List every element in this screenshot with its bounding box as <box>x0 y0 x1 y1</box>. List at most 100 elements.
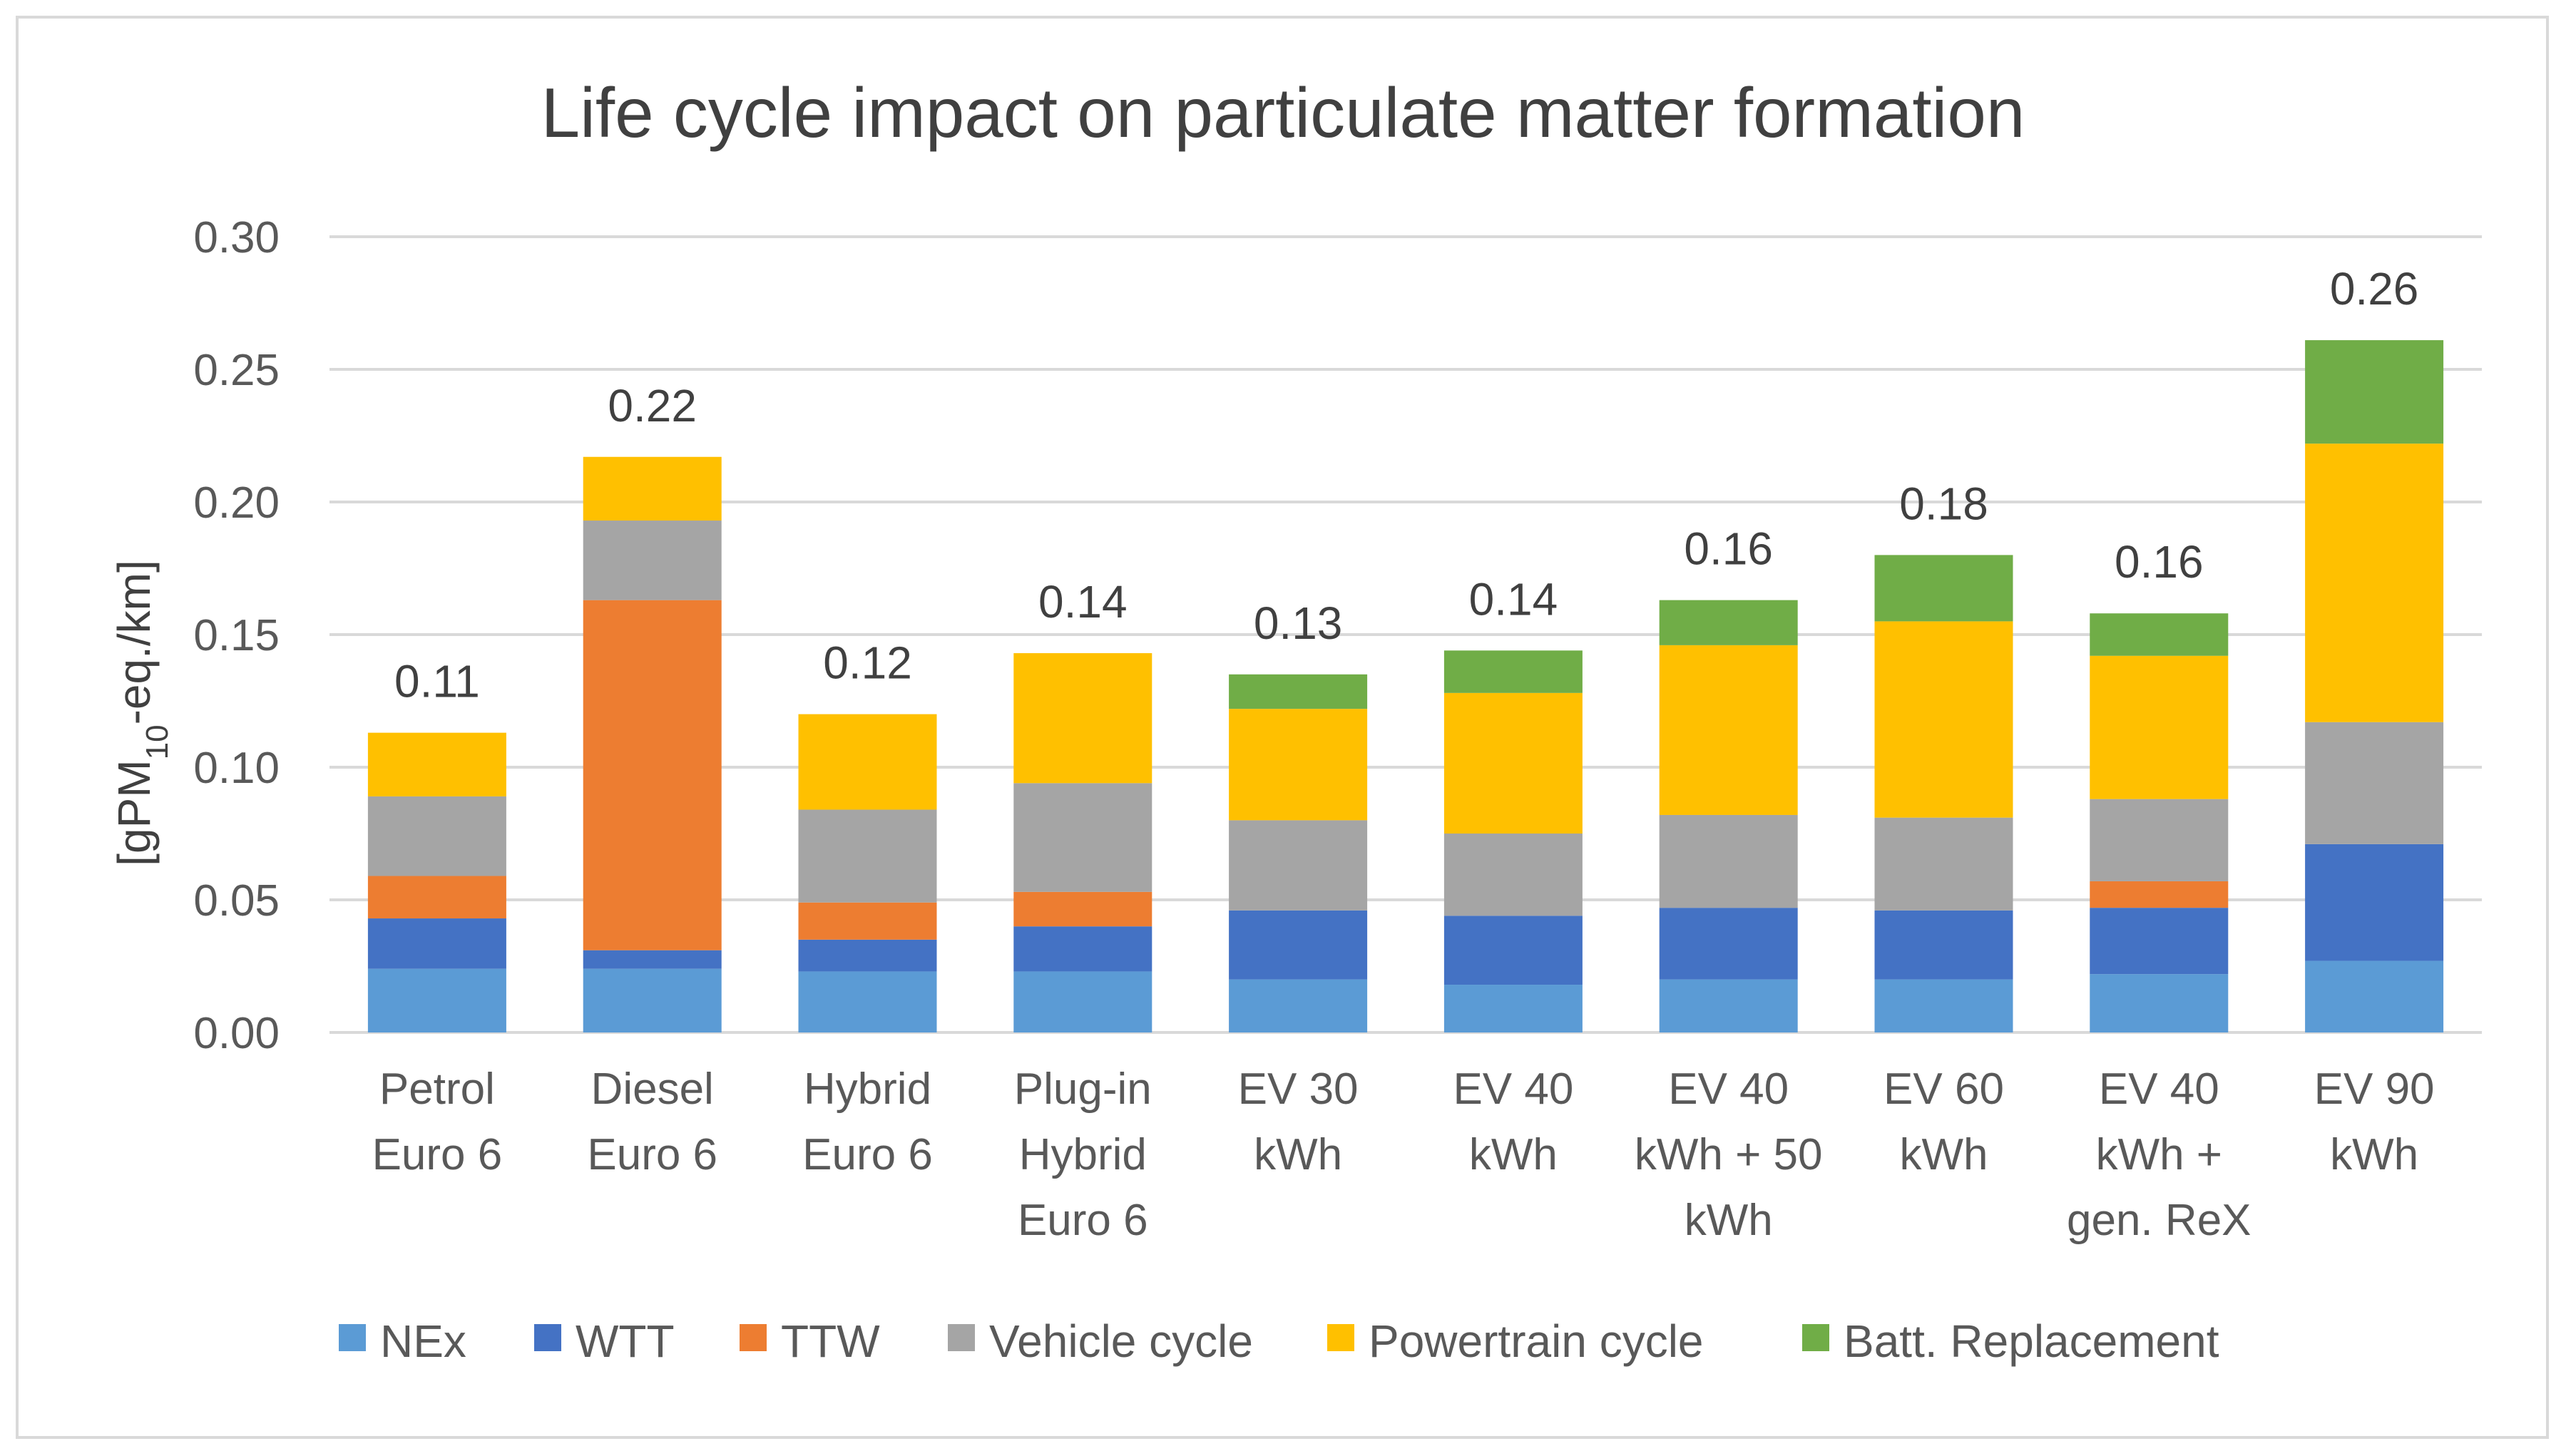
legend: NEx WTT TTW Vehicle cycle Powertrain cycle Ba… <box>339 1316 2219 1367</box>
bar-stack <box>1013 653 1152 1032</box>
legend-item: Powertrain cycle <box>1327 1316 1704 1367</box>
bar-segment <box>798 971 937 1032</box>
category-label-line: kWh + 50 <box>1635 1130 1823 1179</box>
category-label-line: Euro 6 <box>372 1130 503 1179</box>
category-label-line: Plug-in <box>1014 1065 1152 1114</box>
category-label-line: Petrol <box>379 1065 495 1114</box>
bar-segment <box>367 796 506 876</box>
bar-stack <box>1874 555 2013 1032</box>
bar-segment <box>1443 834 1583 916</box>
category-label-line: Diesel <box>591 1065 714 1114</box>
category-label: EV 40 kWh <box>1453 1065 1573 1179</box>
bar-segment <box>1013 971 1152 1032</box>
bar-stack <box>1659 600 1798 1032</box>
bar-segment <box>367 732 506 796</box>
bar-segment <box>798 809 937 903</box>
bar-stack <box>367 732 506 1032</box>
y-tick-label: 0.15 <box>193 611 280 660</box>
category-label: EV 40 kWh + 50 kWh <box>1635 1065 1823 1245</box>
bar-segment <box>1659 908 1798 980</box>
category-label-line: Euro 6 <box>587 1130 717 1179</box>
category-label-line: EV 30 <box>1238 1065 1359 1114</box>
bar-segment <box>2305 444 2444 722</box>
bar-segment <box>2090 799 2229 881</box>
bar-segment <box>583 456 722 521</box>
y-tick-label: 0.00 <box>193 1009 280 1058</box>
category-label-line: kWh <box>1685 1196 1773 1245</box>
bar-segment <box>1874 817 2013 911</box>
category-label-line: EV 90 <box>2314 1065 2435 1114</box>
category-label-line: EV 40 <box>1453 1065 1573 1114</box>
bar-segment <box>1659 979 1798 1032</box>
bar-segment <box>1874 555 2013 622</box>
legend-label: WTT <box>576 1316 675 1367</box>
legend-swatch <box>948 1324 975 1351</box>
bar-segment <box>367 876 506 919</box>
total-data-label: 0.22 <box>608 380 697 431</box>
category-label-line: kWh <box>1254 1130 1342 1179</box>
bar-segment <box>583 521 722 600</box>
category-label-line: Hybrid <box>1019 1130 1147 1179</box>
legend-item: TTW <box>740 1316 880 1367</box>
legend-swatch <box>1802 1324 1829 1351</box>
total-data-label: 0.14 <box>1469 573 1558 625</box>
x-axis-categories: Petrol Euro 6 Diesel Euro 6 Hybrid Euro 6 Plug… <box>372 1065 2435 1245</box>
bar-segment <box>1659 600 1798 645</box>
legend-swatch <box>339 1324 366 1351</box>
legend-swatch <box>534 1324 561 1351</box>
total-data-label: 0.14 <box>1038 576 1128 627</box>
bar-segment <box>583 950 722 969</box>
bar-segment <box>798 939 937 972</box>
legend-item: WTT <box>534 1316 675 1367</box>
bar-segment <box>798 902 937 940</box>
legend-label: Vehicle cycle <box>989 1316 1253 1367</box>
bar-segment <box>1229 979 1368 1032</box>
bar-stack <box>1443 650 1583 1032</box>
bar-stack <box>583 456 722 1032</box>
bar-segment <box>1874 979 2013 1032</box>
category-label-line: EV 60 <box>1883 1065 2004 1114</box>
category-label-line: kWh <box>2330 1130 2418 1179</box>
bar-segment <box>1443 692 1583 834</box>
bar-segment <box>1013 783 1152 892</box>
bar-segment <box>1659 814 1798 908</box>
bar-segment <box>1443 650 1583 693</box>
bar-segment <box>1443 916 1583 985</box>
total-data-label: 0.12 <box>823 637 912 689</box>
y-tick-label: 0.10 <box>193 744 280 793</box>
category-label: Petrol Euro 6 <box>372 1065 503 1179</box>
bar-segment <box>2090 908 2229 975</box>
legend-label: Powertrain cycle <box>1369 1316 1704 1367</box>
bar-segment <box>798 714 937 810</box>
bar-segment <box>2090 881 2229 908</box>
bar-segment <box>2090 613 2229 656</box>
legend-item: Vehicle cycle <box>948 1316 1253 1367</box>
bar-segment <box>2305 960 2444 1032</box>
bar-stack <box>2090 613 2229 1032</box>
y-tick-label: 0.20 <box>193 478 280 528</box>
y-axis-label: [gPM10-eq./km] <box>108 560 175 866</box>
bar-segment <box>1229 709 1368 821</box>
y-tick-label: 0.05 <box>193 876 280 926</box>
bar-segment <box>583 968 722 1032</box>
category-label-line: EV 40 <box>2099 1065 2219 1114</box>
legend-label: Batt. Replacement <box>1844 1316 2219 1367</box>
bar-segment <box>1013 926 1152 972</box>
total-labels: 0.11 0.22 0.12 0.14 0.13 0.14 0.16 0.18 0.16 0.26 <box>394 263 2418 707</box>
total-data-label: 0.18 <box>1899 478 1988 529</box>
legend-label: NEx <box>380 1316 466 1367</box>
legend-item: Batt. Replacement <box>1802 1316 2219 1367</box>
legend-swatch <box>1327 1324 1354 1351</box>
chart-title: Life cycle impact on particulate matter … <box>541 73 2025 152</box>
bar-stack <box>2305 340 2444 1032</box>
category-label: EV 30 kWh <box>1238 1065 1359 1179</box>
stacked-bars <box>367 340 2444 1032</box>
bar-segment <box>1013 891 1152 927</box>
y-tick-label: 0.25 <box>193 346 280 395</box>
category-label-line: kWh + <box>2096 1130 2222 1179</box>
bar-stack <box>798 714 937 1032</box>
bar-segment <box>2090 655 2229 799</box>
bar-stack <box>1229 674 1368 1032</box>
bar-segment <box>367 918 506 969</box>
